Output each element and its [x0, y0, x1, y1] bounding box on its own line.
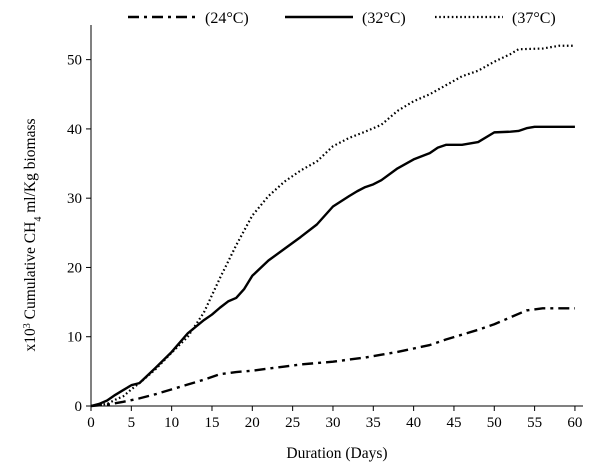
legend-item-3: (37°C)	[435, 10, 556, 27]
y-axis-title-main: Cumulative CH	[22, 222, 39, 324]
y-axis-title-suffix: ml/Kg biomass	[22, 118, 39, 216]
legend-item-1: (24°C)	[128, 10, 249, 27]
x-axis: 0 5 10 15 20 25 30 35 40 45 50 55 60	[87, 405, 583, 431]
y-tick-label: 30	[67, 191, 82, 207]
x-axis-title: Duration (Days)	[286, 445, 387, 462]
y-axis-title-prefix-sup: 3	[22, 323, 33, 328]
plot-area	[90, 44, 575, 408]
x-tick-label: 45	[446, 415, 461, 431]
y-tick-label: 10	[67, 330, 82, 346]
y-tick-label: 40	[67, 122, 82, 138]
x-tick-label: 55	[527, 415, 542, 431]
x-tick-label: 15	[204, 415, 219, 431]
series-line-2	[90, 125, 575, 408]
y-axis-title-sub: 4	[33, 217, 44, 222]
y-axis-title-prefix: x10	[22, 328, 39, 352]
x-tick-label: 0	[87, 415, 95, 431]
x-tick-label: 40	[406, 415, 421, 431]
series-line-3	[90, 44, 575, 408]
x-tick-label: 60	[567, 415, 582, 431]
x-tick-label: 20	[245, 415, 260, 431]
legend-label: (37°C)	[512, 10, 556, 27]
series-line-1	[90, 307, 575, 408]
y-tick-label: 50	[67, 53, 82, 69]
y-tick-label: 20	[67, 260, 82, 276]
y-axis-title: x103 Cumulative CH4 ml/Kg biomass	[22, 118, 44, 351]
x-tick-label: 30	[325, 415, 340, 431]
x-tick-label: 10	[164, 415, 179, 431]
y-tick-label: 0	[75, 399, 83, 415]
legend-label: (32°C)	[362, 10, 406, 27]
x-tick-label: 50	[487, 415, 502, 431]
legend-label: (24°C)	[205, 10, 249, 27]
x-tick-label: 25	[285, 415, 300, 431]
y-axis: 0 10 20 30 40 50	[67, 25, 92, 415]
legend-item-2: (32°C)	[285, 10, 406, 27]
x-tick-label: 35	[366, 415, 381, 431]
x-tick-label: 5	[128, 415, 136, 431]
legend: (24°C) (32°C) (37°C)	[128, 10, 556, 27]
